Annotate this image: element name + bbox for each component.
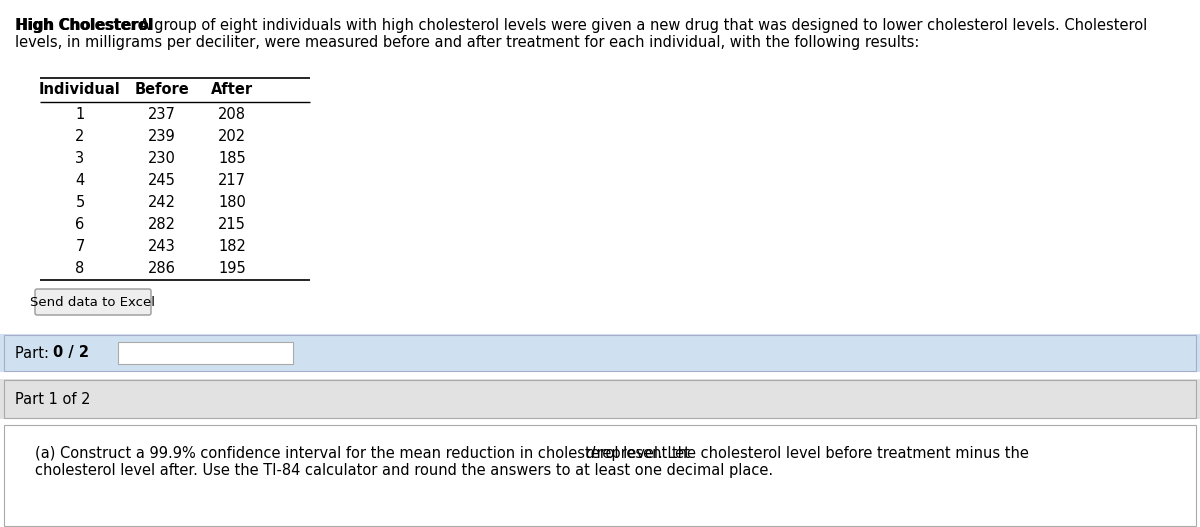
Text: 237: 237: [148, 107, 176, 122]
Text: After: After: [211, 82, 253, 97]
Text: Individual: Individual: [40, 82, 121, 97]
Text: 215: 215: [218, 217, 246, 232]
Text: 242: 242: [148, 195, 176, 210]
Text: represent the cholesterol level before treatment minus the: represent the cholesterol level before t…: [592, 446, 1028, 461]
Text: 180: 180: [218, 195, 246, 210]
Text: Send data to Excel: Send data to Excel: [30, 296, 156, 308]
Text: High Cholesterol: High Cholesterol: [14, 18, 152, 33]
Bar: [0, 379, 1200, 419]
Text: 202: 202: [218, 129, 246, 144]
Text: 282: 282: [148, 217, 176, 232]
Text: (a) Construct a 99.9% confidence interval for the mean reduction in cholesterol : (a) Construct a 99.9% confidence interva…: [35, 446, 695, 461]
Text: 5: 5: [76, 195, 85, 210]
Text: 208: 208: [218, 107, 246, 122]
Text: 182: 182: [218, 239, 246, 254]
Text: 217: 217: [218, 173, 246, 188]
Text: 243: 243: [148, 239, 176, 254]
Text: 286: 286: [148, 261, 176, 276]
Text: d: d: [586, 446, 595, 461]
Text: levels, in milligrams per deciliter, were measured before and after treatment fo: levels, in milligrams per deciliter, wer…: [14, 35, 919, 50]
Text: 239: 239: [148, 129, 176, 144]
Text: 8: 8: [76, 261, 85, 276]
FancyBboxPatch shape: [35, 289, 151, 315]
Text: 3: 3: [76, 151, 84, 166]
Text: 6: 6: [76, 217, 85, 232]
Text: 7: 7: [76, 239, 85, 254]
Text: : A group of eight individuals with high cholesterol levels were given a new dru: : A group of eight individuals with high…: [130, 18, 1147, 33]
Bar: [118, 342, 293, 364]
Text: 230: 230: [148, 151, 176, 166]
Bar: [4, 335, 1196, 371]
Text: 2: 2: [76, 129, 85, 144]
Text: 245: 245: [148, 173, 176, 188]
Bar: [0, 424, 1200, 527]
Text: Part 1 of 2: Part 1 of 2: [14, 392, 90, 406]
Bar: [0, 334, 1200, 372]
Text: 0 / 2: 0 / 2: [53, 346, 89, 360]
Bar: [4, 425, 1196, 526]
Bar: [4, 380, 1196, 418]
Text: Before: Before: [134, 82, 190, 97]
Text: Part:: Part:: [14, 346, 54, 360]
Text: cholesterol level after. Use the TI-84 calculator and round the answers to at le: cholesterol level after. Use the TI-84 c…: [35, 463, 773, 478]
Text: 195: 195: [218, 261, 246, 276]
Text: 185: 185: [218, 151, 246, 166]
Text: High Cholesterol: High Cholesterol: [16, 18, 154, 33]
Text: 1: 1: [76, 107, 85, 122]
Text: 4: 4: [76, 173, 85, 188]
